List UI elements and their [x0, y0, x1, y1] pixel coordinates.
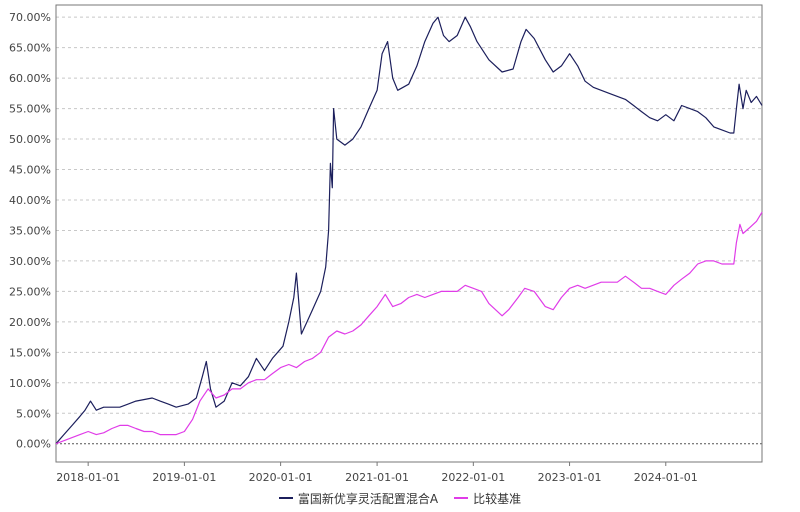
legend: 富国新优享灵活配置混合A 比较基准 [0, 488, 800, 508]
y-tick-label: 60.00% [9, 72, 51, 85]
y-tick-label: 35.00% [9, 224, 51, 237]
y-tick-label: 30.00% [9, 255, 51, 268]
y-tick-label: 40.00% [9, 194, 51, 207]
y-tick-label: 70.00% [9, 11, 51, 24]
x-tick-label: 2019-01-01 [152, 471, 216, 484]
x-tick-label: 2020-01-01 [249, 471, 313, 484]
series-line-fund [55, 16, 763, 445]
x-tick-label: 2024-01-01 [634, 471, 698, 484]
legend-label-fund: 富国新优享灵活配置混合A [297, 491, 439, 506]
y-tick-label: 55.00% [9, 103, 51, 116]
chart-area: 0.00% 5.00% 10.00% 15.00% 20.00% 25.00% 30.00%… [9, 4, 763, 484]
x-tick-label: 2021-01-01 [345, 471, 409, 484]
y-tick-label: 5.00% [16, 407, 51, 420]
y-tick-label: 50.00% [9, 133, 51, 146]
x-tick-label: 2018-01-01 [56, 471, 120, 484]
y-tick-label: 65.00% [9, 42, 51, 55]
legend-swatch-benchmark [454, 497, 469, 499]
y-tick-label: 25.00% [9, 285, 51, 298]
axes [55, 4, 763, 466]
legend-swatch-fund [278, 497, 293, 499]
grid-lines [56, 16, 762, 414]
x-tick-labels: 2018-01-01 2019-01-01 2020-01-01 2021-01-01… [56, 471, 698, 484]
x-tick-label: 2023-01-01 [538, 471, 602, 484]
legend-item-fund[interactable]: 富国新优享灵活配置混合A [278, 490, 439, 507]
y-tick-label: 20.00% [9, 316, 51, 329]
x-tick-label: 2022-01-01 [441, 471, 505, 484]
series-lines [55, 16, 763, 445]
y-tick-label: 0.00% [16, 438, 51, 451]
series-line-benchmark [55, 211, 763, 445]
y-tick-labels: 0.00% 5.00% 10.00% 15.00% 20.00% 25.00% 30.00%… [9, 11, 51, 451]
legend-label-benchmark: 比较基准 [473, 491, 522, 506]
plot-frame [55, 4, 763, 463]
y-tick-label: 10.00% [9, 377, 51, 390]
legend-item-benchmark[interactable]: 比较基准 [454, 490, 521, 507]
y-tick-label: 15.00% [9, 346, 51, 359]
y-tick-label: 45.00% [9, 164, 51, 177]
